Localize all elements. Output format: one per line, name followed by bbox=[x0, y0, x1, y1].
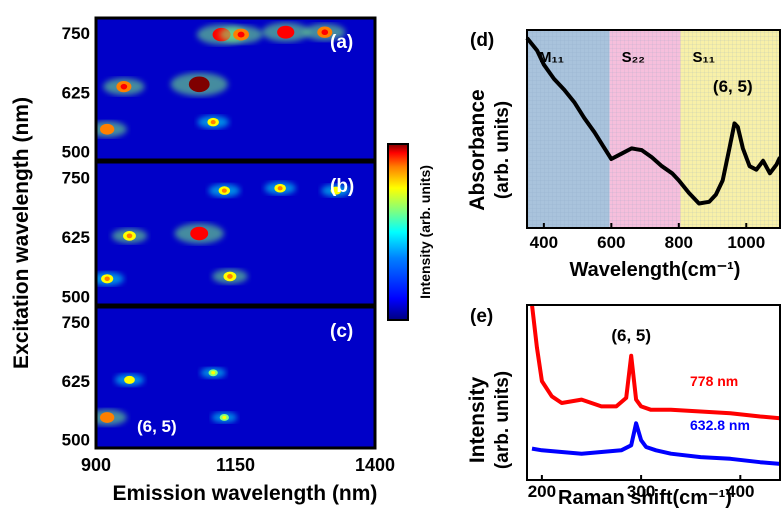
region-grid bbox=[609, 30, 681, 228]
y-tick-label: 625 bbox=[62, 83, 90, 102]
y-tick-label: 500 bbox=[62, 431, 90, 450]
heatmap-spot-core bbox=[333, 188, 339, 193]
y-tick-label: 750 bbox=[62, 168, 90, 187]
panel-label: (d) bbox=[470, 30, 494, 51]
x-axis-label: Wavelength(cm⁻¹) bbox=[570, 259, 741, 281]
heatmap-spot-core bbox=[194, 80, 204, 89]
heatmap-spot-core bbox=[222, 415, 227, 420]
heatmap-2: (c) 500 625 750 (6, 5) bbox=[62, 305, 377, 450]
y-axis-label-line2: (arb. units) bbox=[492, 371, 513, 469]
x-tick-label: 1150 bbox=[216, 455, 255, 475]
heatmap-annotation: (6, 5) bbox=[137, 417, 177, 436]
heatmap-frame bbox=[94, 160, 377, 307]
x-tick-label: 900 bbox=[81, 455, 111, 475]
panel-label: (c) bbox=[330, 321, 353, 342]
region-grid bbox=[680, 30, 780, 228]
region-grid bbox=[527, 30, 610, 228]
heatmap-spot-core bbox=[211, 371, 216, 375]
x-tick-label: 600 bbox=[597, 233, 625, 252]
heatmap-spot-core bbox=[120, 83, 128, 90]
heatmap-spot-core bbox=[227, 273, 233, 279]
panel-label: (a) bbox=[330, 32, 353, 53]
heatmap-spot-core bbox=[210, 119, 216, 125]
heatmap-spot-core bbox=[237, 31, 245, 38]
region-label: S₂₂ bbox=[622, 49, 645, 66]
heatmap-spot-core bbox=[321, 29, 329, 36]
panel-label: (e) bbox=[470, 306, 493, 327]
y-axis-label-line1: Intensity bbox=[466, 377, 489, 464]
heatmap-1: (b) 500 625 750 bbox=[62, 160, 377, 307]
colorbar bbox=[387, 143, 409, 321]
x-tick-label: 1400 bbox=[355, 455, 395, 475]
panel-label: (b) bbox=[330, 176, 354, 197]
y-axis-label-line1: Absorbance bbox=[466, 89, 489, 210]
x-tick-label: 400 bbox=[530, 233, 558, 252]
x-tick-label: 400 bbox=[726, 482, 754, 501]
axes-frame bbox=[526, 29, 781, 229]
raman-line-0 bbox=[530, 304, 781, 421]
y-tick-label: 500 bbox=[62, 287, 90, 306]
heatmap-spot-core bbox=[221, 188, 227, 193]
raman-panel: 778 nm 632.8 nm 200 300 400 (6, 5) (e) Raman sh… bbox=[466, 304, 781, 508]
heatmap-spot-core bbox=[104, 126, 111, 132]
heatmap-spot-core bbox=[104, 276, 110, 282]
x-axis-label: Raman shift(cm⁻¹) bbox=[558, 487, 732, 508]
colorbar-label: Intensity (arb. units) bbox=[417, 165, 433, 299]
heatmap-frame bbox=[94, 16, 377, 162]
raman-line-1 bbox=[531, 421, 781, 466]
absorbance-panel: M₁₁ S₂₂ S₁₁ 400 600 800 1000 (6, 5) (d) Wavelengt… bbox=[466, 29, 781, 281]
heatmap-spot-core bbox=[127, 377, 132, 382]
y-tick-label: 500 bbox=[62, 143, 90, 162]
y-tick-label: 750 bbox=[62, 24, 90, 43]
y-axis-label-line2: (arb. units) bbox=[492, 101, 513, 199]
x-tick-label: 800 bbox=[665, 233, 693, 252]
heatmap-spot-core bbox=[195, 230, 204, 237]
peak-annotation: (6, 5) bbox=[713, 77, 753, 96]
region-label: M₁₁ bbox=[539, 49, 564, 66]
y-tick-label: 750 bbox=[62, 313, 90, 332]
axes-frame bbox=[526, 304, 781, 481]
heatmap-0: (a) 500 625 750 bbox=[62, 16, 377, 162]
heatmap-spot-core bbox=[281, 28, 290, 36]
x-tick-label: 200 bbox=[528, 482, 556, 501]
x-axis-label: Emission wavelength (nm) bbox=[113, 482, 378, 505]
heatmap-spot-core bbox=[104, 414, 111, 421]
heatmap-spot-core bbox=[126, 233, 133, 239]
x-tick-label: 300 bbox=[627, 482, 655, 501]
y-tick-label: 625 bbox=[62, 372, 90, 391]
region-label: S₁₁ bbox=[692, 49, 714, 66]
absorbance-line bbox=[525, 36, 781, 206]
heatmap-spot-core bbox=[277, 186, 283, 191]
series-label-632: 632.8 nm bbox=[690, 417, 750, 433]
series-label-778: 778 nm bbox=[690, 373, 738, 389]
peak-annotation: (6, 5) bbox=[611, 326, 651, 345]
heatmap-panels: (a) 500 625 750 (b) 500 625 750 (c) 500 625 750 (6, … bbox=[10, 16, 433, 505]
y-axis-label: Excitation wavelength (nm) bbox=[10, 97, 33, 369]
heatmap-frame bbox=[94, 305, 377, 450]
y-tick-label: 625 bbox=[62, 228, 90, 247]
x-tick-label: 1000 bbox=[727, 233, 765, 252]
